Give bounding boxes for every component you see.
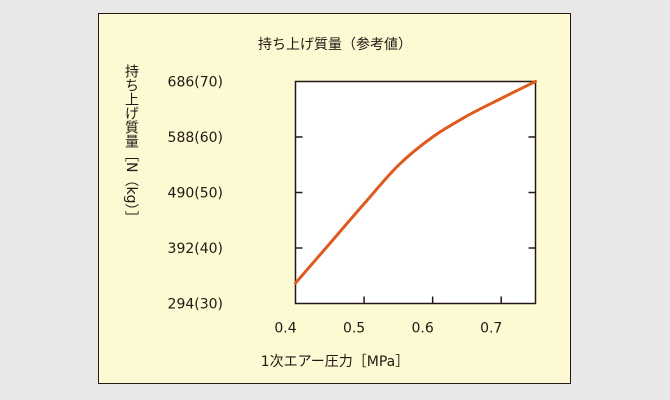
y-axis-label: 持ち上げ質量［N（kg）］ xyxy=(123,64,139,224)
y-tick-label: 588(60) xyxy=(168,130,223,146)
lifting-mass-chart: 持ち上げ質量（参考値） 1次エアー圧力［MPa］ 持ち上げ質量［N（kg）］ 2… xyxy=(123,36,537,370)
x-tick-label: 0.6 xyxy=(412,321,434,337)
x-axis-label: 1次エアー圧力［MPa］ xyxy=(261,354,410,370)
plot-area xyxy=(294,80,537,305)
series-line xyxy=(294,80,537,285)
y-tick-label: 294(30) xyxy=(168,297,223,313)
x-tick-label: 0.7 xyxy=(480,321,502,337)
chart-title: 持ち上げ質量（参考値） xyxy=(258,36,412,53)
x-tick-label: 0.4 xyxy=(274,321,296,337)
x-tick-label: 0.5 xyxy=(343,321,365,337)
chart-panel: 持ち上げ質量（参考値） 1次エアー圧力［MPa］ 持ち上げ質量［N（kg）］ 2… xyxy=(98,13,571,384)
y-tick-label: 392(40) xyxy=(168,241,223,257)
y-tick-label: 686(70) xyxy=(168,75,223,91)
y-tick-label: 490(50) xyxy=(168,186,223,202)
